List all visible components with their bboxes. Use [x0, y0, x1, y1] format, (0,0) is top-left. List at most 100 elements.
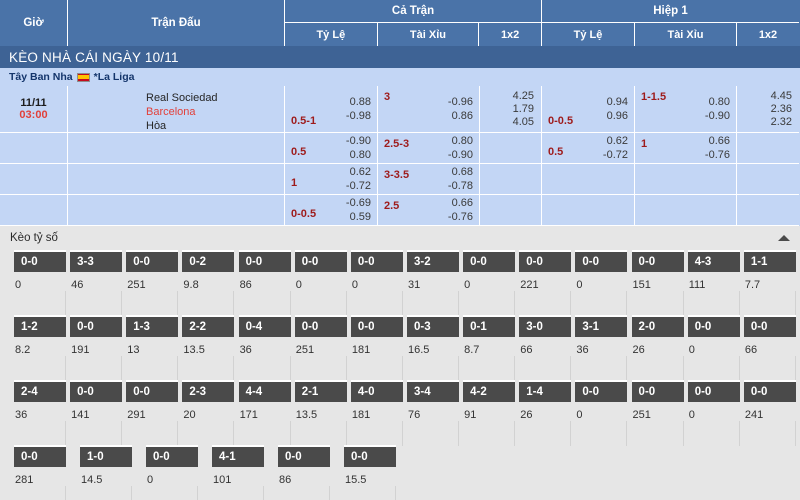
score-tile[interactable]: 0-0 251: [126, 250, 182, 316]
h1-total-cell-line: 1-1.5: [641, 91, 667, 103]
score-tile-odd: 191: [71, 344, 90, 356]
score-tile[interactable]: 2-3 20: [182, 380, 238, 446]
h1-handicap-cell[interactable]: [542, 195, 635, 226]
score-tile[interactable]: 2-2 13.5: [182, 315, 238, 381]
h1-handicap-cell-line: 0-0.5: [548, 115, 574, 127]
h1-total-cell[interactable]: [635, 195, 737, 226]
score-tile[interactable]: 1-1 7.7: [743, 250, 800, 316]
score-tile[interactable]: 1-0 14.5: [80, 445, 146, 500]
score-tile[interactable]: 3-0 66: [519, 315, 575, 381]
h1-handicap-cell[interactable]: 0-0.5 0.94 0.96: [542, 86, 635, 133]
score-tile[interactable]: 0-0 86: [238, 250, 295, 316]
score-tile[interactable]: 4-3 111: [687, 250, 744, 316]
score-tile[interactable]: 4-4 171: [238, 380, 295, 446]
score-tile[interactable]: 2-4 36: [14, 380, 70, 446]
score-tile[interactable]: 0-2 9.8: [182, 250, 238, 316]
score-tile[interactable]: 0-0 0: [14, 250, 70, 316]
score-tile[interactable]: 0-0 15.5: [344, 445, 410, 500]
score-tile[interactable]: 2-0 26: [631, 315, 688, 381]
score-tile[interactable]: 4-2 91: [463, 380, 519, 446]
score-tile-divider: [295, 291, 347, 316]
score-tile[interactable]: 0-1 8.7: [463, 315, 519, 381]
league-row[interactable]: Tây Ban Nha *La Liga: [0, 68, 800, 86]
score-tile[interactable]: 1-3 13: [126, 315, 182, 381]
score-tile[interactable]: 0-0 0: [687, 315, 744, 381]
ft-handicap-cell[interactable]: 0-0.5 -0.69 0.59: [285, 195, 378, 226]
ft-1x2-cell[interactable]: 4.25 1.79 4.05: [480, 86, 542, 133]
score-tile[interactable]: 3-4 76: [406, 380, 463, 446]
ft-handicap-cell[interactable]: 0.5-1 0.88 -0.98: [285, 86, 378, 133]
score-tile[interactable]: 0-0 181: [350, 315, 407, 381]
ft-1x2-cell[interactable]: [480, 133, 542, 164]
score-tile-divider: [519, 356, 572, 381]
chevron-up-icon[interactable]: [778, 235, 790, 241]
h1-handicap-cell-line: 0.5: [548, 146, 564, 158]
ft-total-cell[interactable]: 3 -0.96 0.86: [378, 86, 480, 133]
h1-1x2-cell[interactable]: [737, 164, 799, 195]
correct-score-header[interactable]: Kèo tỷ số: [0, 226, 800, 250]
h1-handicap-cell[interactable]: [542, 164, 635, 195]
score-tile-divider: [351, 421, 403, 446]
ft-1x2-cell[interactable]: [480, 195, 542, 226]
h1-handicap-cell[interactable]: 0.5 0.62 -0.72: [542, 133, 635, 164]
score-tile[interactable]: 0-0 291: [126, 380, 182, 446]
score-tile-odd: 0: [147, 474, 154, 486]
score-tile[interactable]: 0-0 191: [70, 315, 126, 381]
score-tile-divider: [126, 421, 179, 446]
h1-1x2-cell[interactable]: [737, 195, 799, 226]
score-tile[interactable]: 3-1 36: [575, 315, 631, 381]
header-group-fulltime: Cả Trận Tỷ Lệ Tài Xỉu 1x2: [285, 0, 542, 46]
score-tile[interactable]: 0-4 36: [238, 315, 295, 381]
score-tile[interactable]: 0-0 0: [146, 445, 212, 500]
score-tile[interactable]: 0-0 241: [743, 380, 800, 446]
score-tile-divider: [407, 356, 459, 381]
score-tile-odd: 151: [632, 279, 651, 291]
ft-handicap-cell[interactable]: 0.5 -0.90 0.80: [285, 133, 378, 164]
score-tile[interactable]: 0-0 0: [575, 380, 631, 446]
score-tile[interactable]: 0-0 0: [463, 250, 519, 316]
score-tile[interactable]: 0-0 251: [631, 380, 688, 446]
score-tile[interactable]: 0-0 86: [278, 445, 344, 500]
score-tile[interactable]: 0-0 0: [350, 250, 407, 316]
ft-total-cell[interactable]: 2.5-3 0.80 -0.90: [378, 133, 480, 164]
match-teams-cell: [68, 195, 285, 226]
score-tile-divider: [295, 421, 347, 446]
score-tile-row: 0-0 281 1-0 14.5 0-0 0 4-1 101 0-0 86 0-0 15.5: [0, 445, 800, 500]
ft-total-cell-values: -0.96 0.86: [447, 96, 473, 122]
score-tile[interactable]: 1-2 8.2: [14, 315, 70, 381]
ft-1x2-cell[interactable]: [480, 164, 542, 195]
odds-row: 1 0.62 -0.72 3-3.5 0.68 -0.78: [0, 164, 800, 195]
h1-1x2-cell[interactable]: 4.45 2.36 2.32: [737, 86, 799, 133]
score-tile[interactable]: 0-0 141: [70, 380, 126, 446]
score-tile[interactable]: 1-4 26: [519, 380, 575, 446]
score-tile[interactable]: 2-1 13.5: [294, 380, 351, 446]
ft-total-cell[interactable]: 3-3.5 0.68 -0.78: [378, 164, 480, 195]
h1-1x2-cell[interactable]: [737, 133, 799, 164]
score-tile-grid: 0-0 0 3-3 46 0-0 251 0-2 9.8 0-0 86 0-0 0 0-0 0 3-2 31 0…: [0, 250, 800, 500]
h1-total-cell[interactable]: 1 0.66 -0.76: [635, 133, 737, 164]
score-tile-divider: [80, 486, 132, 500]
score-tile[interactable]: 0-0 66: [743, 315, 800, 381]
ft-total-cell[interactable]: 2.5 0.66 -0.76: [378, 195, 480, 226]
score-tile[interactable]: 0-0 251: [294, 315, 351, 381]
score-tile[interactable]: 0-0 221: [519, 250, 575, 316]
ft-handicap-cell[interactable]: 1 0.62 -0.72: [285, 164, 378, 195]
score-tile-divider: [519, 291, 572, 316]
score-tile[interactable]: 3-3 46: [70, 250, 126, 316]
score-tile[interactable]: 0-0 0: [575, 250, 631, 316]
score-tile[interactable]: 4-0 181: [350, 380, 407, 446]
score-tile[interactable]: 0-0 0: [687, 380, 744, 446]
score-tile[interactable]: 4-1 101: [212, 445, 278, 500]
score-tile[interactable]: 0-0 0: [294, 250, 351, 316]
score-tile[interactable]: 0-0 281: [14, 445, 80, 500]
ft-total-cell-line: 3: [384, 91, 391, 103]
score-tile[interactable]: 0-0 151: [631, 250, 688, 316]
score-tile[interactable]: 0-3 16.5: [406, 315, 463, 381]
h1-total-cell[interactable]: [635, 164, 737, 195]
score-tile-odd: 251: [295, 344, 315, 356]
score-tile-odd: 9.8: [183, 279, 199, 291]
country-label: Tây Ban Nha: [9, 71, 73, 83]
score-tile[interactable]: 3-2 31: [406, 250, 463, 316]
h1-total-cell[interactable]: 1-1.5 0.80 -0.90: [635, 86, 737, 133]
